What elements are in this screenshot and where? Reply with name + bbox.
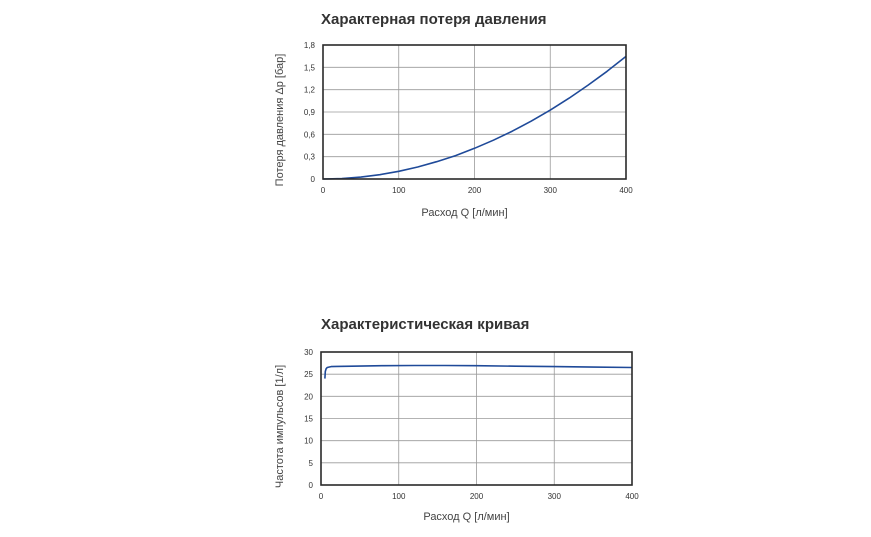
- pressure-loss-y-tick-label: 1,2: [304, 86, 316, 95]
- characteristic-curve-y-tick-label: 30: [304, 348, 313, 357]
- pressure-loss-x-tick-label: 0: [321, 186, 326, 195]
- pressure-loss-y-axis-label: Потеря давления Δp [бар]: [274, 54, 286, 187]
- characteristic-curve-x-tick-label: 300: [548, 492, 562, 501]
- characteristic-curve-x-tick-label: 200: [470, 492, 484, 501]
- characteristic-curve-x-tick-label: 100: [392, 492, 406, 501]
- pressure-loss-y-tick-label: 0,3: [304, 153, 316, 162]
- characteristic-curve-y-axis-label: Частота импульсов [1/л]: [274, 365, 286, 488]
- characteristic-curve-x-tick-label: 0: [319, 492, 324, 501]
- characteristic-curve-x-axis-label: Расход Q [л/мин]: [423, 511, 509, 523]
- pressure-loss-y-tick-label: 1,8: [304, 41, 316, 50]
- pressure-loss-y-tick-label: 1,5: [304, 63, 316, 72]
- pressure-loss-x-tick-label: 300: [544, 186, 558, 195]
- pressure-loss-x-tick-label: 200: [468, 186, 482, 195]
- characteristic-curve-series-line: [324, 364, 633, 379]
- pressure-loss-x-tick-label: 100: [392, 186, 406, 195]
- pressure-loss-y-tick-label: 0,9: [304, 108, 316, 117]
- pressure-loss-plot-frame: [322, 44, 627, 180]
- pressure-loss-x-tick-label: 400: [619, 186, 633, 195]
- characteristic-curve-y-tick-label: 0: [309, 481, 314, 490]
- characteristic-curve-plot-frame: [320, 351, 633, 486]
- pressure-loss-x-axis-label: Расход Q [л/мин]: [421, 207, 507, 219]
- chart-title-pressure-loss: Характерная потеря давления: [321, 11, 547, 28]
- pressure-loss-series-line: [322, 55, 627, 180]
- characteristic-curve-x-tick-label: 400: [625, 492, 639, 501]
- characteristic-curve-y-tick-label: 10: [304, 437, 313, 446]
- chart-title-characteristic-curve: Характеристическая кривая: [321, 316, 530, 333]
- characteristic-curve-y-tick-label: 25: [304, 370, 313, 379]
- characteristic-curve-y-tick-label: 15: [304, 415, 313, 424]
- characteristic-curve-y-tick-label: 5: [309, 459, 314, 468]
- pressure-loss-y-tick-label: 0: [311, 175, 316, 184]
- characteristic-curve-y-tick-label: 20: [304, 392, 313, 401]
- pressure-loss-y-tick-label: 0,6: [304, 130, 316, 139]
